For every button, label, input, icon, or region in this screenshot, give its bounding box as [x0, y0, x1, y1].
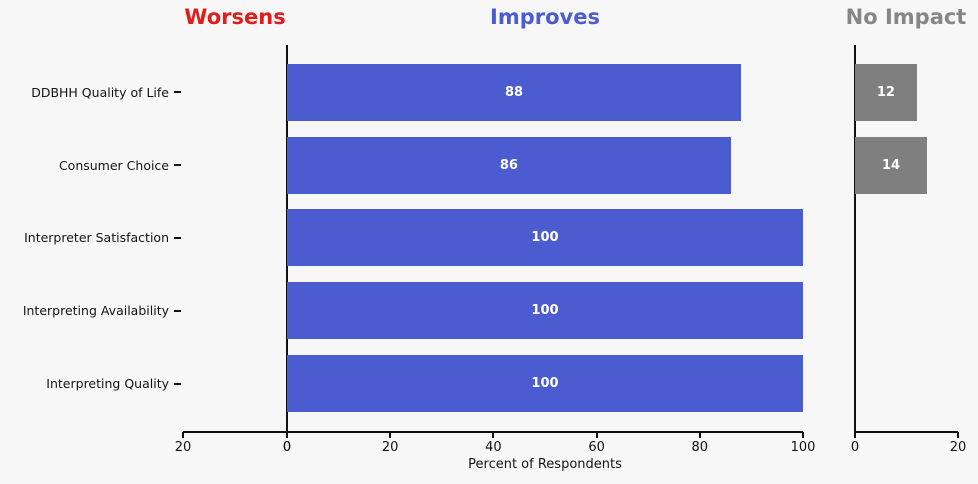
category-label: Interpreting Quality [46, 376, 169, 392]
bar-row: 100 [287, 202, 803, 275]
bar-improves-2: 100 [287, 209, 803, 267]
category-row: Interpreter Satisfaction [0, 202, 183, 275]
x-tick-label: 0 [850, 440, 860, 455]
x-tick-label: 0 [282, 440, 292, 455]
category-row: Interpreting Availability [0, 274, 183, 347]
axis-line [855, 431, 958, 433]
bar-row [183, 347, 287, 420]
bar-value-label: 100 [531, 303, 559, 319]
x-tick-label: 60 [588, 440, 605, 455]
bar-improves-4: 100 [287, 355, 803, 413]
bar-row [855, 347, 958, 420]
x-tick-label: 20 [174, 440, 192, 455]
panel-worsens [183, 45, 287, 432]
x-tick-label: 20 [381, 440, 399, 455]
x-tick-mark [595, 432, 598, 438]
bar-row [183, 129, 287, 202]
category-row: DDBHH Quality of Life [0, 56, 183, 129]
bar-row: 86 [287, 129, 803, 202]
x-tick-mark [389, 432, 392, 438]
x-tick-mark [854, 432, 856, 438]
bar-row: 100 [287, 274, 803, 347]
bar-value-label: 86 [499, 157, 518, 173]
bar-value-label: 100 [531, 376, 559, 392]
x-tick-label: 80 [691, 440, 709, 455]
panel-title-no-impact: No Impact [845, 5, 967, 29]
x-tick-mark [698, 432, 701, 438]
bar-row: 100 [287, 347, 803, 420]
x-tick-mark [492, 432, 495, 438]
bar-row: 12 [855, 56, 958, 129]
panel-title-improves: Improves [490, 5, 600, 29]
bar-row [855, 274, 958, 347]
y-tick-mark [174, 309, 181, 312]
x-tick-label: 0 [282, 440, 292, 455]
axis-line [183, 431, 287, 433]
category-axis-labels: DDBHH Quality of Life Consumer Choice Inte… [0, 45, 183, 432]
category-label: Interpreting Availability [22, 303, 169, 319]
x-tick-label: 20 [949, 440, 967, 455]
bar-value-label: 88 [504, 84, 524, 100]
y-tick-mark [174, 236, 181, 239]
bar-no-impact-1: 14 [855, 136, 928, 194]
category-row: Consumer Choice [0, 129, 183, 202]
bar-row: 14 [855, 129, 958, 202]
category-row: Interpreting Quality [0, 347, 183, 420]
x-tick-mark [182, 432, 184, 438]
bar-row: 88 [287, 56, 803, 129]
bar-no-impact-0: 12 [855, 63, 917, 121]
axis-line [287, 431, 803, 433]
category-label: DDBHH Quality of Life [31, 84, 169, 100]
x-tick-mark [286, 432, 288, 438]
bar-row [183, 274, 287, 347]
y-tick-mark [174, 164, 181, 167]
x-tick-mark [802, 432, 804, 438]
bar-row [855, 202, 958, 275]
panel-improves: 88 86 100 100 100 [286, 45, 803, 432]
x-axis-title: Percent of Respondents [468, 457, 622, 472]
x-tick-label: 100 [790, 440, 816, 455]
y-tick-mark [174, 382, 181, 385]
category-label: Interpreter Satisfaction [24, 230, 169, 246]
panel-no-impact: 12 14 [854, 45, 958, 432]
bar-row [183, 56, 287, 129]
panel-title-worsens: Worsens [184, 5, 286, 29]
bar-improves-1: 86 [287, 136, 731, 194]
x-tick-label: 40 [485, 440, 502, 455]
category-label: Consumer Choice [58, 157, 169, 173]
bar-value-label: 12 [876, 84, 895, 100]
x-tick-mark [957, 432, 959, 438]
bar-improves-3: 100 [287, 282, 803, 340]
y-axis-spine [854, 45, 856, 432]
bar-row [183, 202, 287, 275]
bar-value-label: 100 [531, 230, 559, 246]
bar-value-label: 14 [882, 157, 901, 173]
y-tick-mark [174, 91, 181, 94]
bar-improves-0: 88 [287, 63, 742, 121]
